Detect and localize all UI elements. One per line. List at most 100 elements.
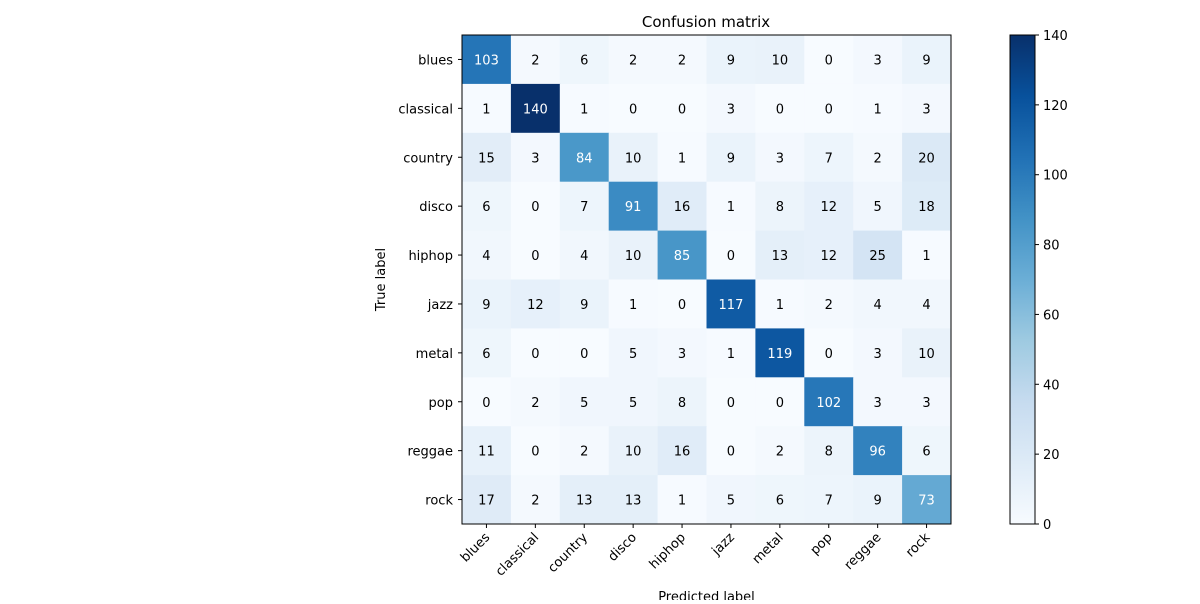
- heatmap-cell: [706, 83, 756, 134]
- cell-value-label: 4: [482, 249, 490, 264]
- heatmap-cell: [804, 279, 854, 329]
- heatmap-cell: [755, 35, 805, 85]
- heatmap-cell: [559, 279, 610, 329]
- colorbar-tick-label: 120: [1043, 99, 1068, 114]
- cell-value-label: 10: [625, 151, 642, 166]
- y-tick-label: blues: [418, 53, 453, 68]
- heatmap-cell: [510, 132, 561, 183]
- cell-value-label: 8: [825, 445, 833, 460]
- cell-value-label: 8: [678, 396, 686, 411]
- heatmap-cell: [853, 328, 903, 378]
- cell-value-label: 7: [825, 494, 833, 509]
- heatmap-cell: [657, 35, 707, 85]
- heatmap-cell: [755, 230, 805, 280]
- cell-value-label: 13: [625, 494, 642, 509]
- heatmap-cell: [804, 83, 854, 134]
- heatmap-cell: [657, 426, 707, 476]
- heatmap-cell: [804, 181, 854, 232]
- heatmap-cell: [902, 475, 952, 525]
- heatmap-cell: [755, 279, 805, 329]
- colorbar-tick-label: 0: [1043, 518, 1051, 533]
- x-tick-label: pop: [808, 530, 836, 558]
- colorbar-tick-label: 20: [1043, 448, 1060, 463]
- cell-value-label: 103: [474, 53, 499, 68]
- colorbar-tick-label: 80: [1043, 239, 1060, 254]
- heatmap-cell: [510, 475, 561, 525]
- heatmap-cell: [559, 426, 610, 476]
- heatmap-cell: [510, 328, 561, 378]
- cell-value-label: 12: [527, 298, 544, 313]
- heatmap-cell: [559, 475, 610, 525]
- cell-value-label: 6: [922, 445, 930, 460]
- heatmap-cell: [804, 377, 854, 427]
- heatmap-cell: [804, 426, 854, 476]
- cell-value-label: 9: [580, 298, 588, 313]
- cell-value-label: 0: [825, 347, 833, 362]
- cell-value-label: 0: [776, 102, 784, 117]
- cell-value-label: 5: [727, 494, 735, 509]
- heatmap-cell: [657, 230, 707, 280]
- cell-value-label: 5: [629, 396, 637, 411]
- cell-value-label: 0: [531, 445, 539, 460]
- x-axis-label: Predicted label: [658, 590, 755, 600]
- heatmap-cell: [559, 83, 610, 134]
- colorbar-tick-label: 60: [1043, 308, 1060, 323]
- cell-value-label: 4: [922, 298, 930, 313]
- heatmap-cell: [510, 35, 561, 85]
- heatmap-cell: [755, 426, 805, 476]
- heatmap-cell: [657, 181, 707, 232]
- x-tick-label: reggae: [842, 530, 885, 573]
- cell-value-label: 0: [727, 445, 735, 460]
- heatmap-cell: [755, 475, 805, 525]
- cell-value-label: 9: [727, 151, 735, 166]
- heatmap-cell: [608, 230, 659, 280]
- heatmap-cell: [706, 328, 756, 378]
- chart-title: Confusion matrix: [642, 13, 770, 31]
- x-tick-label: hiphop: [647, 530, 689, 572]
- y-tick-label: reggae: [407, 445, 453, 460]
- heatmap-cell: [608, 475, 659, 525]
- cell-value-label: 85: [674, 249, 691, 264]
- cell-value-label: 73: [918, 494, 935, 509]
- heatmap-cell: [510, 83, 561, 134]
- heatmap-cell: [902, 35, 952, 85]
- heatmap-cell: [853, 83, 903, 134]
- cell-value-label: 7: [580, 200, 588, 215]
- cell-value-label: 2: [531, 53, 539, 68]
- cell-value-label: 0: [531, 249, 539, 264]
- heatmap-cell: [902, 328, 952, 378]
- cell-value-label: 16: [674, 200, 691, 215]
- cell-value-label: 2: [629, 53, 637, 68]
- heatmap-cell: [510, 230, 561, 280]
- heatmap-cell: [804, 35, 854, 85]
- heatmap-cell: [559, 328, 610, 378]
- heatmap-cell: [804, 230, 854, 280]
- cell-value-label: 1: [874, 102, 882, 117]
- heatmap-cell: [755, 377, 805, 427]
- cell-value-label: 5: [874, 200, 882, 215]
- cell-value-label: 4: [874, 298, 882, 313]
- cell-value-label: 102: [816, 396, 841, 411]
- heatmap-cell: [608, 377, 659, 427]
- cell-value-label: 20: [918, 151, 935, 166]
- cell-value-label: 1: [727, 347, 735, 362]
- heatmap-cell: [559, 377, 610, 427]
- cell-value-label: 7: [825, 151, 833, 166]
- x-tick-label: blues: [458, 530, 493, 565]
- heatmap-cells: [462, 35, 952, 525]
- cell-value-label: 2: [678, 53, 686, 68]
- heatmap-cell: [902, 426, 952, 476]
- cell-value-label: 0: [678, 298, 686, 313]
- heatmap-cell: [902, 83, 952, 134]
- heatmap-cell: [462, 426, 512, 476]
- heatmap-cell: [755, 181, 805, 232]
- cell-value-label: 0: [825, 102, 833, 117]
- heatmap-cell: [804, 132, 854, 183]
- heatmap-cell: [853, 426, 903, 476]
- heatmap-cell: [462, 132, 512, 183]
- cell-value-label: 6: [482, 347, 490, 362]
- cell-value-label: 2: [825, 298, 833, 313]
- heatmap-cell: [657, 279, 707, 329]
- cell-value-label: 1: [922, 249, 930, 264]
